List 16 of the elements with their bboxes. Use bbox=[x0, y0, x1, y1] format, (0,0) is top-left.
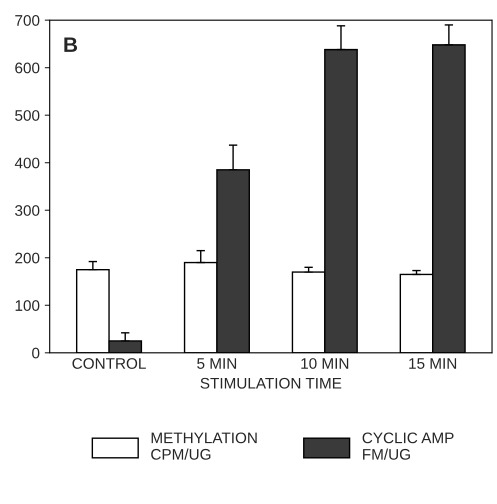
x-tick-label: CONTROL bbox=[72, 358, 146, 369]
y-tick-label: 0 bbox=[32, 348, 40, 358]
y-tick-label: 400 bbox=[14, 158, 40, 168]
y-tick-label: 600 bbox=[15, 62, 40, 74]
annotation: B bbox=[64, 38, 78, 52]
y-tick-label: 300 bbox=[15, 205, 40, 216]
x-tick-label: 10 MIN bbox=[301, 358, 348, 369]
legend-label: CYCLIC AMP FM/UG bbox=[362, 432, 454, 460]
y-tick-label: 500 bbox=[15, 110, 40, 121]
x-axis-title: STIMULATION TIME bbox=[200, 378, 342, 389]
y-tick-label: 100 bbox=[16, 300, 40, 311]
x-tick-label: 15 MIN bbox=[409, 358, 456, 369]
legend-label: METHYLATION CPM/UG bbox=[151, 432, 257, 460]
y-tick-label: 700 bbox=[15, 15, 40, 26]
x-tick-label: 5 MIN bbox=[197, 358, 236, 369]
y-tick-label: 200 bbox=[15, 252, 40, 264]
